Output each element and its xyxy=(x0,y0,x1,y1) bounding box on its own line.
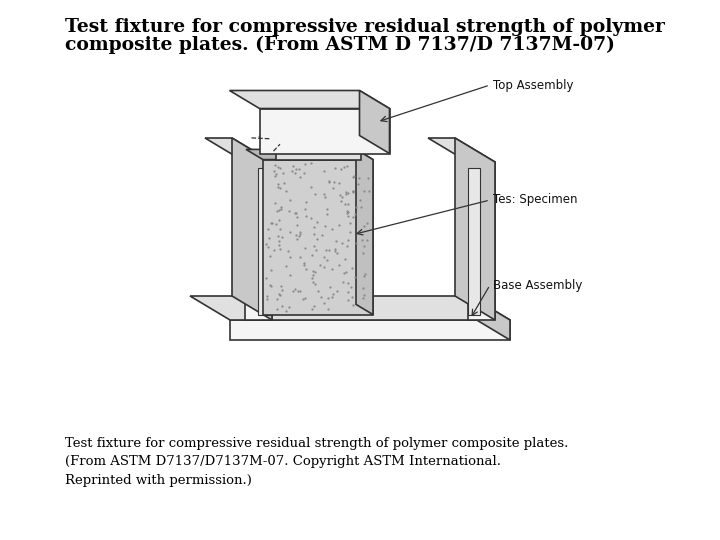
Polygon shape xyxy=(245,162,272,320)
Polygon shape xyxy=(259,137,361,146)
Polygon shape xyxy=(230,320,510,340)
Polygon shape xyxy=(470,296,510,340)
Polygon shape xyxy=(205,138,272,162)
Polygon shape xyxy=(230,91,390,109)
Text: Test fixture for compressive residual strength of polymer composite plates.
(Fro: Test fixture for compressive residual st… xyxy=(65,437,568,487)
Polygon shape xyxy=(246,150,373,160)
Polygon shape xyxy=(232,138,272,320)
Polygon shape xyxy=(259,109,390,153)
Polygon shape xyxy=(468,168,480,315)
Text: Test fixture for compressive residual strength of polymer: Test fixture for compressive residual st… xyxy=(65,18,665,36)
Text: Tes: Specimen: Tes: Specimen xyxy=(493,193,577,206)
Polygon shape xyxy=(455,138,495,320)
Text: Top Assembly: Top Assembly xyxy=(493,78,574,91)
Polygon shape xyxy=(276,146,361,160)
Text: composite plates. (From ASTM D 7137/D 7137M-07): composite plates. (From ASTM D 7137/D 71… xyxy=(65,36,615,54)
Polygon shape xyxy=(468,162,495,320)
Polygon shape xyxy=(356,150,373,315)
Polygon shape xyxy=(263,160,373,315)
Polygon shape xyxy=(428,138,495,162)
Polygon shape xyxy=(258,168,272,315)
Polygon shape xyxy=(359,91,390,153)
Text: Base Assembly: Base Assembly xyxy=(493,279,582,292)
Polygon shape xyxy=(190,296,510,320)
